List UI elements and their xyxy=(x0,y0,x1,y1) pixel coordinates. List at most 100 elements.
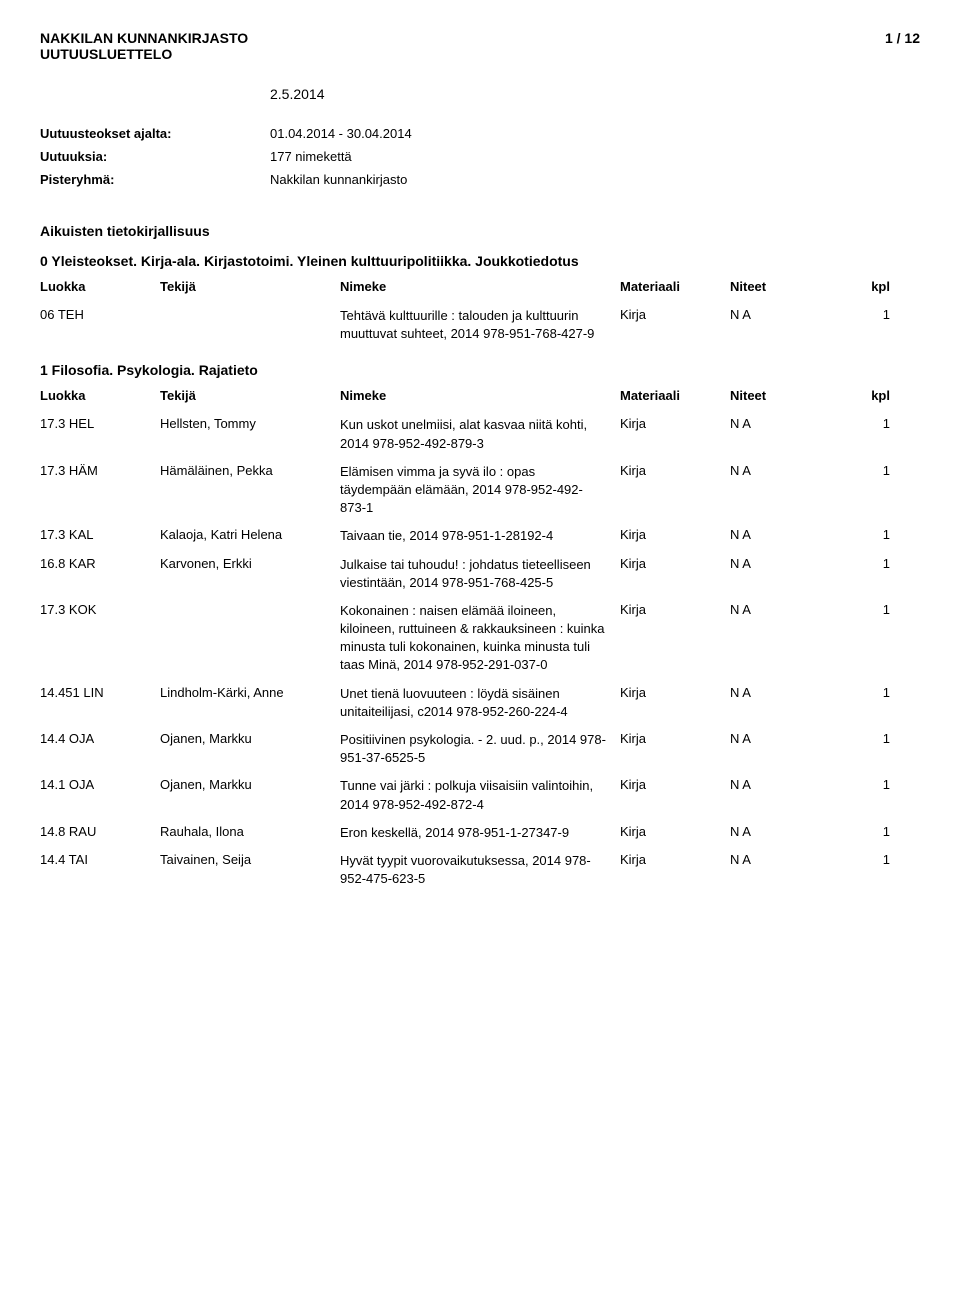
cell-materiaali: Kirja xyxy=(620,824,730,839)
col-materiaali-header: Materiaali xyxy=(620,388,730,403)
cell-kpl: 1 xyxy=(840,556,890,571)
cell-niteet: N A xyxy=(730,731,840,746)
cell-niteet: N A xyxy=(730,556,840,571)
col-nimeke-header: Nimeke xyxy=(340,388,620,403)
cell-materiaali: Kirja xyxy=(620,416,730,431)
col-kpl-header: kpl xyxy=(840,388,890,403)
col-niteet-header: Niteet xyxy=(730,388,840,403)
subtitle: UUTUUSLUETTELO xyxy=(40,46,920,62)
cell-nimeke: Hyvät tyypit vuorovaikutuksessa, 2014 97… xyxy=(340,852,620,888)
table-row: 06 TEH Tehtävä kulttuurille : talouden ja… xyxy=(40,302,920,348)
meta-row: Uutuusteokset ajalta:01.04.2014 - 30.04.… xyxy=(40,126,920,141)
table-row: 17.3 KOKKokonainen : naisen elämää iloin… xyxy=(40,597,920,680)
col-tekija-header: Tekijä xyxy=(160,279,340,294)
cell-luokka: 14.4 TAI xyxy=(40,852,160,867)
section-title: 1 Filosofia. Psykologia. Rajatieto xyxy=(40,362,920,378)
cell-niteet: N A xyxy=(730,307,840,322)
cell-kpl: 1 xyxy=(840,685,890,700)
cell-materiaali: Kirja xyxy=(620,463,730,478)
cell-tekija: Rauhala, Ilona xyxy=(160,824,340,839)
cell-kpl: 1 xyxy=(840,416,890,431)
cell-materiaali: Kirja xyxy=(620,731,730,746)
cell-materiaali: Kirja xyxy=(620,777,730,792)
cell-materiaali: Kirja xyxy=(620,527,730,542)
table-row: 14.1 OJAOjanen, MarkkuTunne vai järki : … xyxy=(40,772,920,818)
cell-tekija: Ojanen, Markku xyxy=(160,731,340,746)
table-row: 16.8 KARKarvonen, ErkkiJulkaise tai tuho… xyxy=(40,551,920,597)
cell-tekija: Lindholm-Kärki, Anne xyxy=(160,685,340,700)
cell-nimeke: Tunne vai järki : polkuja viisaisiin val… xyxy=(340,777,620,813)
col-luokka-header: Luokka xyxy=(40,279,160,294)
table-row: 14.4 OJAOjanen, MarkkuPositiivinen psyko… xyxy=(40,726,920,772)
cell-luokka: 17.3 HEL xyxy=(40,416,160,431)
meta-row: Uutuuksia:177 nimekettä xyxy=(40,149,920,164)
main-section-title: Aikuisten tietokirjallisuus xyxy=(40,223,920,239)
meta-value: 177 nimekettä xyxy=(270,149,920,164)
header-row: NAKKILAN KUNNANKIRJASTO 1 / 12 xyxy=(40,30,920,46)
cell-luokka: 14.8 RAU xyxy=(40,824,160,839)
cell-kpl: 1 xyxy=(840,602,890,617)
cell-materiaali: Kirja xyxy=(620,556,730,571)
cell-nimeke: Eron keskellä, 2014 978-951-1-27347-9 xyxy=(340,824,620,842)
col-kpl-header: kpl xyxy=(840,279,890,294)
page-number: 1 / 12 xyxy=(885,30,920,46)
cell-materiaali: Kirja xyxy=(620,852,730,867)
cell-kpl: 1 xyxy=(840,731,890,746)
table-row: 17.3 HELHellsten, TommyKun uskot unelmii… xyxy=(40,411,920,457)
cell-kpl: 1 xyxy=(840,824,890,839)
cell-luokka: 06 TEH xyxy=(40,307,160,322)
cell-tekija: Hellsten, Tommy xyxy=(160,416,340,431)
col-nimeke-header: Nimeke xyxy=(340,279,620,294)
cell-niteet: N A xyxy=(730,777,840,792)
meta-label: Uutuusteokset ajalta: xyxy=(40,126,270,141)
table-row: 17.3 KALKalaoja, Katri HelenaTaivaan tie… xyxy=(40,522,920,550)
cell-materiaali: Kirja xyxy=(620,602,730,617)
cell-nimeke: Positiivinen psykologia. - 2. uud. p., 2… xyxy=(340,731,620,767)
cell-niteet: N A xyxy=(730,527,840,542)
cell-niteet: N A xyxy=(730,852,840,867)
cell-kpl: 1 xyxy=(840,307,890,322)
col-materiaali-header: Materiaali xyxy=(620,279,730,294)
cell-tekija: Kalaoja, Katri Helena xyxy=(160,527,340,542)
cell-niteet: N A xyxy=(730,602,840,617)
cell-tekija: Ojanen, Markku xyxy=(160,777,340,792)
col-tekija-header: Tekijä xyxy=(160,388,340,403)
cell-luokka: 14.451 LIN xyxy=(40,685,160,700)
cell-niteet: N A xyxy=(730,463,840,478)
cell-nimeke: Tehtävä kulttuurille : talouden ja kultt… xyxy=(340,307,620,343)
cell-luokka: 14.4 OJA xyxy=(40,731,160,746)
cell-luokka: 16.8 KAR xyxy=(40,556,160,571)
cell-materiaali: Kirja xyxy=(620,685,730,700)
library-name: NAKKILAN KUNNANKIRJASTO xyxy=(40,30,248,46)
meta-value: Nakkilan kunnankirjasto xyxy=(270,172,920,187)
cell-luokka: 17.3 KAL xyxy=(40,527,160,542)
cell-kpl: 1 xyxy=(840,852,890,867)
cell-nimeke: Unet tienä luovuuteen : löydä sisäinen u… xyxy=(340,685,620,721)
cell-niteet: N A xyxy=(730,824,840,839)
table-header: LuokkaTekijäNimekeMateriaaliNiteetkpl xyxy=(40,275,920,298)
meta-label: Uutuuksia: xyxy=(40,149,270,164)
cell-niteet: N A xyxy=(730,416,840,431)
cell-luokka: 17.3 HÄM xyxy=(40,463,160,478)
table-row: 14.451 LINLindholm-Kärki, AnneUnet tienä… xyxy=(40,680,920,726)
cell-nimeke: Elämisen vimma ja syvä ilo : opas täydem… xyxy=(340,463,620,518)
cell-kpl: 1 xyxy=(840,777,890,792)
meta-label: Pisteryhmä: xyxy=(40,172,270,187)
table-header: LuokkaTekijäNimekeMateriaaliNiteetkpl xyxy=(40,384,920,407)
meta-row: Pisteryhmä:Nakkilan kunnankirjasto xyxy=(40,172,920,187)
cell-kpl: 1 xyxy=(840,527,890,542)
cell-nimeke: Taivaan tie, 2014 978-951-1-28192-4 xyxy=(340,527,620,545)
section-title: 0 Yleisteokset. Kirja-ala. Kirjastotoimi… xyxy=(40,253,920,269)
cell-materiaali: Kirja xyxy=(620,307,730,322)
cell-tekija: Karvonen, Erkki xyxy=(160,556,340,571)
cell-nimeke: Kun uskot unelmiisi, alat kasvaa niitä k… xyxy=(340,416,620,452)
cell-niteet: N A xyxy=(730,685,840,700)
cell-nimeke: Kokonainen : naisen elämää iloineen, kil… xyxy=(340,602,620,675)
table-row: 14.8 RAURauhala, IlonaEron keskellä, 201… xyxy=(40,819,920,847)
cell-kpl: 1 xyxy=(840,463,890,478)
table-row: 17.3 HÄMHämäläinen, PekkaElämisen vimma … xyxy=(40,458,920,523)
cell-nimeke: Julkaise tai tuhoudu! : johdatus tieteel… xyxy=(340,556,620,592)
col-luokka-header: Luokka xyxy=(40,388,160,403)
cell-tekija: Taivainen, Seija xyxy=(160,852,340,867)
date-heading: 2.5.2014 xyxy=(270,86,920,102)
